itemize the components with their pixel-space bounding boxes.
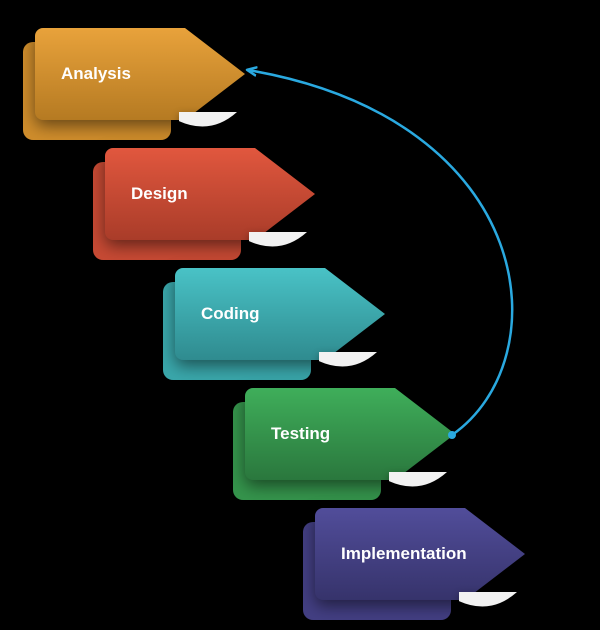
page-curl-icon xyxy=(249,232,307,258)
stage-label: Design xyxy=(131,184,188,204)
page-curl-icon xyxy=(319,352,377,378)
stage-label: Implementation xyxy=(341,544,467,564)
page-curl-icon xyxy=(389,472,447,498)
stage-label: Coding xyxy=(201,304,260,324)
page-curl-icon xyxy=(179,112,237,138)
page-curl-icon xyxy=(459,592,517,618)
stage-label: Testing xyxy=(271,424,330,444)
stage-label: Analysis xyxy=(61,64,131,84)
